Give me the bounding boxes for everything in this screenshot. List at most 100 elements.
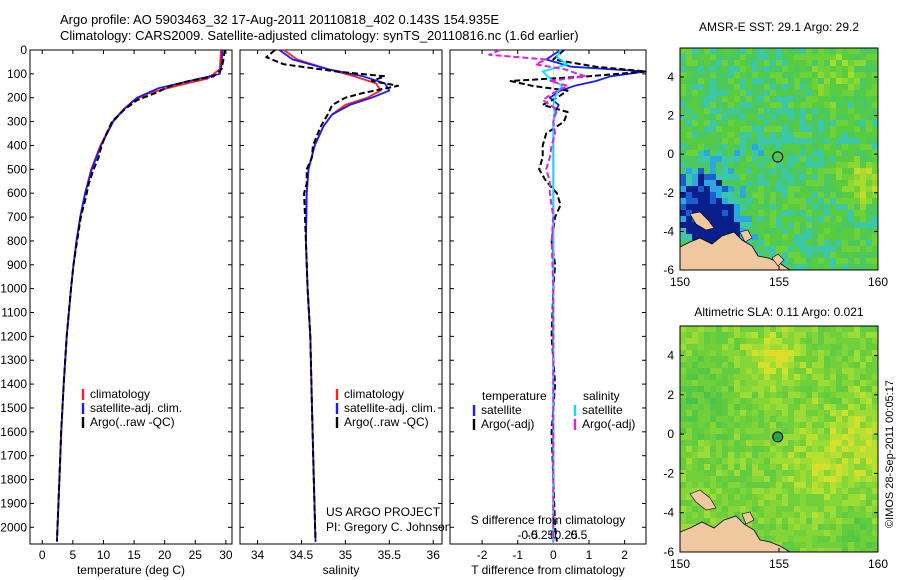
heatmap-cell — [734, 422, 740, 428]
heatmap-cell — [770, 506, 776, 512]
heatmap-cell — [710, 192, 716, 198]
heatmap-cell — [770, 374, 776, 380]
heatmap-cell — [746, 48, 752, 54]
heatmap-cell — [692, 102, 698, 108]
heatmap-cell — [698, 512, 704, 518]
heatmap-cell — [722, 464, 728, 470]
heatmap-cell — [770, 180, 776, 186]
heatmap-cell — [782, 446, 788, 452]
heatmap-cell — [722, 428, 728, 434]
heatmap-cell — [818, 84, 824, 90]
heatmap-cell — [854, 512, 860, 518]
heatmap-cell — [872, 210, 878, 216]
heatmap-cell — [746, 192, 752, 198]
heatmap-cell — [812, 144, 818, 150]
legend-label: Argo(-adj) — [481, 417, 534, 431]
heatmap-cell — [740, 210, 746, 216]
heatmap-cell — [812, 506, 818, 512]
heatmap-cell — [824, 410, 830, 416]
heatmap-cell — [806, 500, 812, 506]
y-tick-label: 2000 — [0, 520, 27, 534]
heatmap-cell — [698, 332, 704, 338]
heatmap-cell — [872, 60, 878, 66]
heatmap-cell — [746, 102, 752, 108]
heatmap-cell — [830, 362, 836, 368]
heatmap-cell — [788, 548, 794, 552]
heatmap-cell — [836, 204, 842, 210]
heatmap-cell — [872, 458, 878, 464]
heatmap-cell — [698, 54, 704, 60]
heatmap-cell — [824, 392, 830, 398]
heatmap-cell — [782, 144, 788, 150]
heatmap-cell — [692, 90, 698, 96]
heatmap-cell — [770, 72, 776, 78]
heatmap-cell — [698, 150, 704, 156]
heatmap-cell — [866, 216, 872, 222]
heatmap-cell — [734, 500, 740, 506]
heatmap-cell — [860, 500, 866, 506]
heatmap-cell — [728, 78, 734, 84]
heatmap-cell — [818, 494, 824, 500]
heatmap-cell — [824, 174, 830, 180]
heatmap-cell — [860, 54, 866, 60]
heatmap-cell — [782, 102, 788, 108]
heatmap-cell — [764, 240, 770, 246]
heatmap-cell — [710, 374, 716, 380]
heatmap-cell — [710, 356, 716, 362]
heatmap-cell — [860, 84, 866, 90]
heatmap-cell — [812, 174, 818, 180]
heatmap-cell — [854, 240, 860, 246]
heatmap-cell — [872, 494, 878, 500]
heatmap-cell — [800, 246, 806, 252]
heatmap-cell — [782, 114, 788, 120]
heatmap-cell — [818, 422, 824, 428]
y-tick-label: 1300 — [0, 353, 27, 367]
heatmap-cell — [872, 144, 878, 150]
heatmap-cell — [704, 162, 710, 168]
heatmap-cell — [722, 446, 728, 452]
heatmap-cell — [860, 108, 866, 114]
heatmap-cell — [722, 476, 728, 482]
heatmap-cell — [842, 96, 848, 102]
heatmap-cell — [842, 84, 848, 90]
heatmap-cell — [752, 506, 758, 512]
heatmap-cell — [842, 258, 848, 264]
heatmap-cell — [818, 500, 824, 506]
heatmap-cell — [722, 440, 728, 446]
heatmap-cell — [788, 344, 794, 350]
heatmap-cell — [794, 54, 800, 60]
heatmap-cell — [764, 66, 770, 72]
sst-map-panel: AMSR-E SST: 29.1 Argo: 29.2 150 155 160-6-… — [663, 20, 888, 289]
heatmap-cell — [794, 66, 800, 72]
heatmap-cell — [842, 264, 848, 270]
heatmap-cell — [794, 228, 800, 234]
sla-map-panel: Altimetric SLA: 0.11 Argo: 0.021 150 155 1… — [663, 305, 888, 571]
heatmap-cell — [764, 326, 770, 332]
heatmap-cell — [782, 60, 788, 66]
heatmap-cell — [824, 542, 830, 548]
heatmap-cell — [824, 506, 830, 512]
heatmap-cell — [812, 350, 818, 356]
heatmap-cell — [758, 72, 764, 78]
heatmap-cell — [806, 422, 812, 428]
heatmap-cell — [836, 398, 842, 404]
heatmap-cell — [842, 90, 848, 96]
heatmap-cell — [788, 512, 794, 518]
heatmap-cell — [680, 60, 686, 66]
heatmap-cell — [818, 114, 824, 120]
heatmap-cell — [776, 446, 782, 452]
heatmap-cell — [728, 144, 734, 150]
heatmap-cell — [842, 482, 848, 488]
heatmap-cell — [830, 192, 836, 198]
heatmap-cell — [806, 398, 812, 404]
heatmap-cell — [692, 380, 698, 386]
heatmap-cell — [794, 168, 800, 174]
heatmap-cell — [776, 512, 782, 518]
y-tick-label: 200 — [7, 91, 27, 105]
heatmap-cell — [794, 108, 800, 114]
heatmap-cell — [680, 404, 686, 410]
heatmap-cell — [776, 180, 782, 186]
heatmap-cell — [872, 252, 878, 258]
heatmap-cell — [860, 422, 866, 428]
heatmap-cell — [788, 168, 794, 174]
